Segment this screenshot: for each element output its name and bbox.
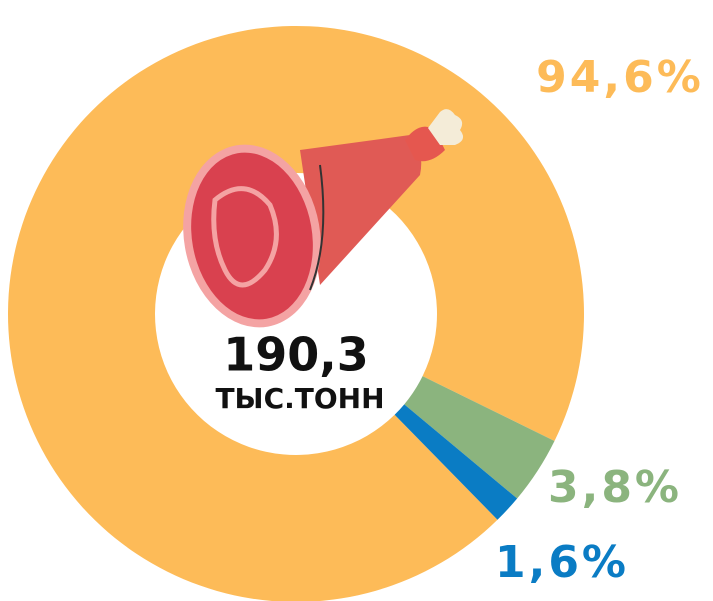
- donut-slice: [404, 376, 555, 499]
- slices: [8, 26, 584, 601]
- center-value: 190,3: [223, 328, 369, 382]
- donut-slice: [8, 26, 584, 601]
- center-unit: ТЫС.ТОНН: [215, 382, 384, 415]
- donut-slice: [394, 404, 518, 520]
- value-label: 1,6%: [495, 537, 629, 588]
- value-label: 94,6%: [536, 52, 704, 103]
- value-label: 3,8%: [548, 462, 682, 513]
- ham-icon: [183, 109, 464, 328]
